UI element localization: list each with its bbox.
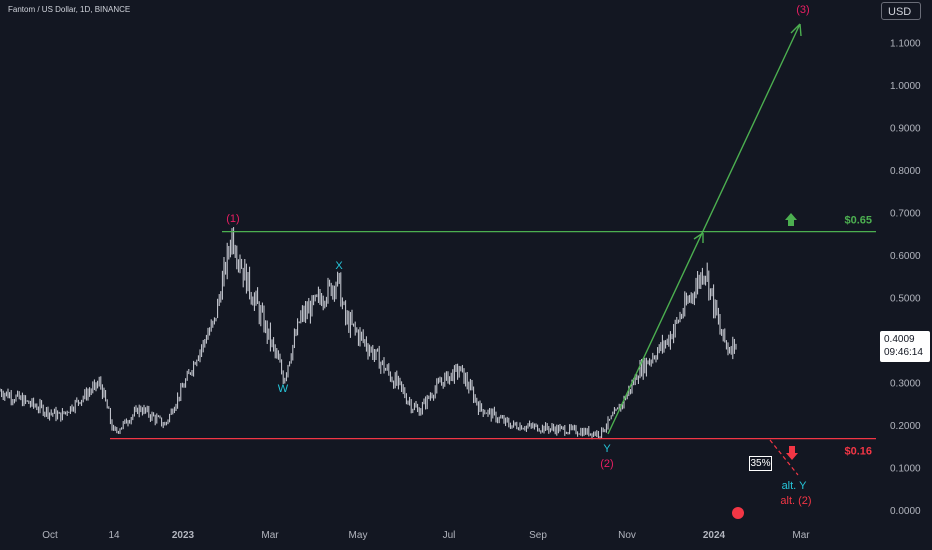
wave-label: alt. Y	[782, 480, 808, 492]
wave-3-projection-line	[607, 23, 801, 435]
alt-projection-line	[769, 439, 799, 476]
x-tick-label: Oct	[42, 530, 58, 541]
x-tick-label: Mar	[261, 530, 279, 541]
y-tick-label: 0.5000	[890, 294, 921, 305]
wave-label: (2)	[600, 458, 613, 470]
resistance-level-label: $0.65	[844, 215, 872, 227]
down-arrow-icon	[786, 446, 798, 460]
y-tick-label: 0.8000	[890, 166, 921, 177]
x-tick-label: May	[349, 530, 368, 541]
candle-countdown: 09:46:14	[884, 347, 923, 358]
projection-arrow-head	[790, 23, 802, 37]
y-tick-label: 0.2000	[890, 421, 921, 432]
current-price-label: 0.4009 09:46:14	[880, 331, 930, 362]
wave-label: (3)	[796, 4, 809, 16]
probability-label: 35%	[749, 456, 772, 471]
x-tick-label: 2023	[172, 530, 195, 541]
x-tick-label: Nov	[618, 530, 636, 541]
wave-label: X	[335, 260, 343, 272]
current-price-value: 0.4009	[884, 334, 915, 345]
x-tick-label: Jul	[443, 530, 456, 541]
x-tick-label: 14	[108, 530, 120, 541]
y-tick-label: 0.7000	[890, 209, 921, 220]
wave-label: alt. (2)	[780, 495, 811, 507]
y-tick-label: 0.6000	[890, 251, 921, 262]
y-tick-label: 0.3000	[890, 379, 921, 390]
wave-label: W	[278, 383, 289, 395]
x-tick-label: Mar	[792, 530, 810, 541]
wave-label: (1)	[226, 213, 239, 225]
currency-button[interactable]: USD	[881, 2, 921, 20]
support-level-label: $0.16	[844, 446, 872, 458]
y-tick-label: 0.1000	[890, 464, 921, 475]
projection-mid-arrow	[693, 232, 704, 243]
y-tick-label: 0.9000	[890, 124, 921, 135]
logo-badge-icon	[732, 507, 744, 519]
y-tick-label: 1.1000	[890, 39, 921, 50]
chart-title: Fantom / US Dollar, 1D, BINANCE	[8, 5, 131, 14]
x-tick-label: 2024	[703, 530, 726, 541]
y-tick-label: 1.0000	[890, 81, 921, 92]
x-tick-label: Sep	[529, 530, 547, 541]
up-arrow-icon	[785, 213, 797, 226]
wave-label: Y	[603, 443, 611, 455]
y-tick-label: 0.0000	[890, 506, 921, 517]
